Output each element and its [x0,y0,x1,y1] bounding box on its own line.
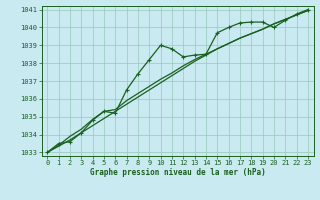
X-axis label: Graphe pression niveau de la mer (hPa): Graphe pression niveau de la mer (hPa) [90,168,266,177]
